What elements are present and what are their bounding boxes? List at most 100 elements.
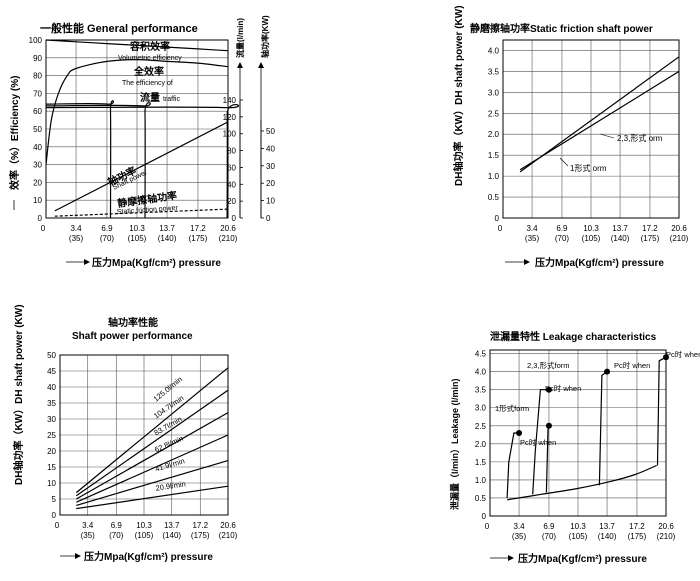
x-tick-label-kgf: (105)	[135, 531, 154, 540]
chart2-title: 静磨擦轴功率Static friction shaft power	[470, 22, 653, 35]
chart3-x-label: 压力Mpa(Kgf/cm²) pressure	[84, 550, 213, 563]
series-line-2	[506, 432, 519, 499]
x-tick-label-kgf: (105)	[582, 234, 601, 243]
y-tick-label: 0	[482, 512, 487, 521]
x-tick-label: 6.9	[556, 224, 568, 233]
y-tick-label: 3.5	[475, 386, 487, 395]
y-tick-label: 1.0	[488, 172, 500, 181]
x-tick-label: 10.3	[570, 522, 586, 531]
power-tick-label: 50	[266, 127, 275, 136]
y-tick-label: 0.5	[475, 494, 487, 503]
flow-line-2	[45, 102, 151, 219]
flow-tick-label: 100	[223, 130, 237, 139]
chart1-annot-eff-en: The efficiency of	[122, 80, 173, 87]
y-tick-label: 4.5	[475, 350, 487, 359]
chart-shaft-power: 轴功率性能 Shaft power performance 5045403530…	[12, 304, 238, 563]
power-tick-label: 0	[266, 214, 271, 223]
chart4-annot-pc-d: Pc时 when	[666, 349, 700, 359]
chart2-x-arrowhead	[524, 259, 530, 265]
flow-line-1	[45, 100, 114, 219]
y-tick-label: 4.0	[488, 46, 500, 55]
chart3-title: 轴功率性能	[108, 316, 158, 329]
y-tick-label: 70	[33, 89, 42, 98]
series-line-4	[54, 208, 229, 217]
x-tick-label: 10.3	[136, 521, 152, 530]
x-tick-label-kgf: (140)	[158, 234, 177, 243]
y-tick-label: 1.5	[475, 458, 487, 467]
y-tick-label: 0.5	[488, 193, 500, 202]
y-tick-label: 2.0	[488, 130, 500, 139]
x-tick-label-kgf: (70)	[555, 234, 570, 243]
y-tick-label: 100	[29, 36, 43, 45]
x-tick-label: 10.3	[129, 224, 145, 233]
x-tick-label: 3.4	[82, 521, 94, 530]
y-tick-label: 25	[47, 431, 56, 440]
chart3-y-label: DH轴功率（KW）DH shaft power (KW)	[12, 304, 25, 485]
x-tick-label-kgf: (175)	[641, 234, 660, 243]
x-tick-label: 20.6	[658, 522, 674, 531]
x-tick-label: 17.2	[190, 224, 206, 233]
x-tick-label-kgf: (210)	[219, 531, 238, 540]
y-tick-label: 90	[33, 54, 42, 63]
series-line-4	[76, 434, 229, 503]
chart2-annot-1: 1形式 orm	[570, 163, 607, 173]
chart2-annot-23-leader	[599, 133, 615, 139]
x-tick-label: 17.2	[192, 521, 208, 530]
y-tick-label: 35	[47, 399, 56, 408]
x-tick-label-kgf: (210)	[670, 234, 689, 243]
series-label-6: 20.9l/min	[155, 479, 186, 492]
series-label-5: 41.9l/min	[154, 456, 186, 473]
x-tick-label-kgf: (175)	[191, 531, 210, 540]
x-tick-label-kgf: (210)	[219, 234, 238, 243]
chart1-annot-vol-cn: 容积效率	[129, 40, 170, 53]
chart4-annot-1: 1形式form	[495, 403, 529, 413]
y-tick-label: 40	[33, 143, 42, 152]
series-line-1	[507, 464, 657, 501]
series-line-6	[76, 485, 229, 510]
flow-tick-label: 40	[227, 180, 236, 189]
series-line-4	[545, 425, 549, 493]
y-tick-label: 45	[47, 367, 56, 376]
x-tick-label-kgf: (105)	[569, 532, 588, 541]
pc-point-5	[663, 354, 669, 361]
y-tick-label: 10	[33, 196, 42, 205]
chart1-power-label: 轴功率(KW)	[260, 15, 270, 58]
x-tick-label-kgf: (70)	[542, 532, 557, 541]
y-tick-label: 3.0	[475, 404, 487, 413]
x-tick-label-origin: 0	[498, 224, 503, 233]
chart4-x-arrowhead	[508, 555, 514, 561]
x-tick-label: 6.9	[543, 522, 555, 531]
x-tick-label-kgf: (175)	[628, 532, 647, 541]
y-tick-label: 1.0	[475, 476, 487, 485]
series-line-5	[598, 371, 608, 486]
y-tick-label: 30	[33, 161, 42, 170]
y-tick-label: 50	[47, 351, 56, 360]
flow-tick-label: 20	[227, 197, 236, 206]
x-tick-label: 3.4	[513, 522, 525, 531]
chart2-annot-1-leader	[559, 157, 569, 167]
chart4-frame	[489, 349, 667, 517]
chart2-frame	[502, 39, 680, 219]
series-line-6	[656, 356, 667, 466]
chart1-annot-flow-cn: 流量	[140, 91, 160, 104]
chart4-annot-pc-b: Pc时 when	[545, 383, 581, 393]
power-tick-label: 30	[266, 162, 275, 171]
chart1-annot-static-en: Static friction power	[117, 205, 179, 216]
series-line-2	[519, 70, 680, 171]
chart-leakage: 泄漏量特性 Leakage characteristics 4.5 4.0 3.5 3…	[449, 330, 700, 565]
y-tick-label: 2.5	[475, 422, 487, 431]
x-tick-label-kgf: (35)	[512, 532, 527, 541]
chart4-x-label: 压力Mpa(Kgf/cm²) pressure	[518, 552, 647, 565]
y-tick-label: 2.0	[475, 440, 487, 449]
series-line-5	[76, 460, 229, 506]
chart1-flow-label: 流量(l/min)	[235, 18, 245, 58]
series-line-1	[45, 39, 229, 52]
power-tick-label: 10	[266, 197, 275, 206]
x-tick-label: 17.2	[629, 522, 645, 531]
y-tick-label: 5	[52, 495, 57, 504]
chart4-annot-pc-c: Pc时 when	[614, 360, 650, 370]
flow-tick-label: 120	[223, 113, 237, 122]
x-tick-label: 13.7	[164, 521, 180, 530]
x-tick-label: 17.2	[642, 224, 658, 233]
y-tick-label: 50	[33, 125, 42, 134]
